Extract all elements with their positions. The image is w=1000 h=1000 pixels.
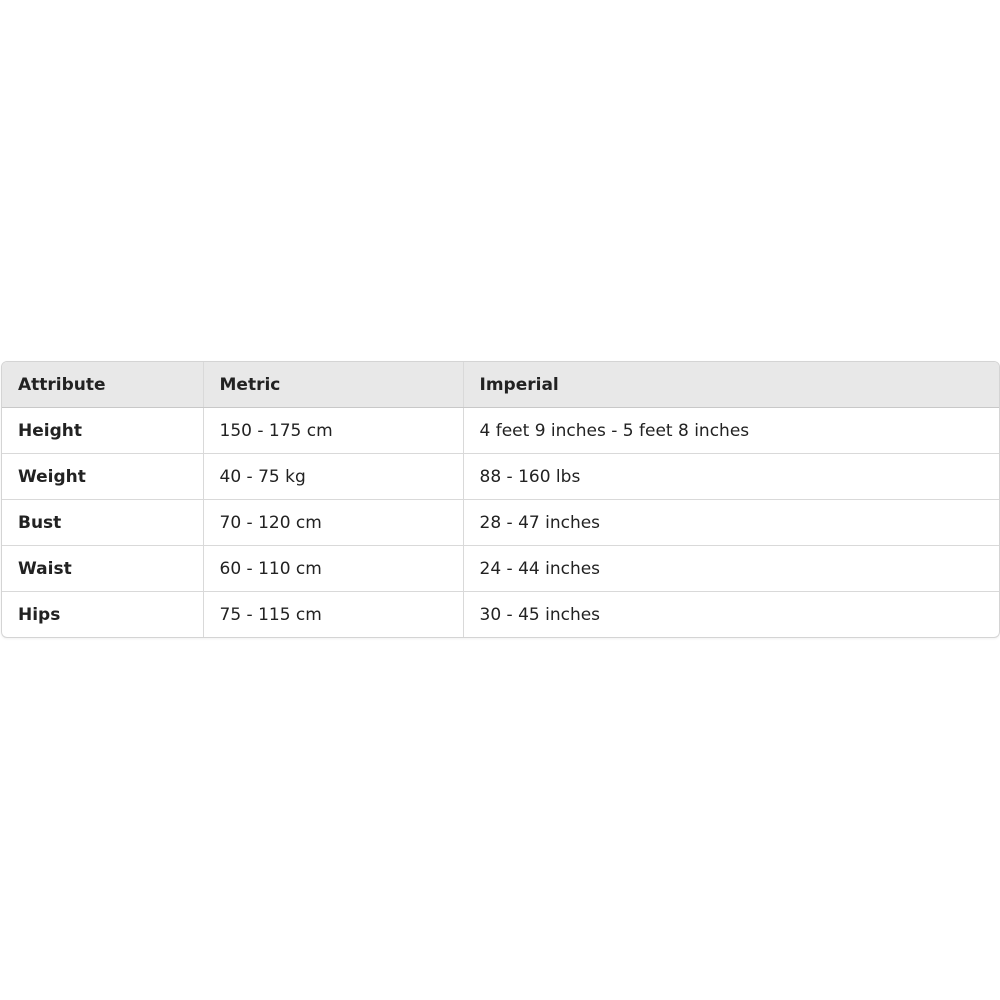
cell-metric: 70 - 120 cm bbox=[203, 499, 464, 546]
header-metric: Metric bbox=[203, 362, 464, 408]
cell-imperial: 4 feet 9 inches - 5 feet 8 inches bbox=[463, 407, 999, 454]
cell-attribute: Bust bbox=[2, 499, 204, 546]
cell-attribute: Hips bbox=[2, 591, 204, 637]
table-row: Hips 75 - 115 cm 30 - 45 inches bbox=[2, 591, 999, 637]
header-attribute: Attribute bbox=[2, 362, 204, 408]
cell-attribute: Waist bbox=[2, 545, 204, 592]
table-row: Weight 40 - 75 kg 88 - 160 lbs bbox=[2, 453, 999, 500]
cell-attribute: Height bbox=[2, 407, 204, 454]
cell-metric: 75 - 115 cm bbox=[203, 591, 464, 637]
table-header-row: Attribute Metric Imperial bbox=[2, 362, 999, 408]
cell-imperial: 88 - 160 lbs bbox=[463, 453, 999, 500]
cell-metric: 60 - 110 cm bbox=[203, 545, 464, 592]
measurements-table: Attribute Metric Imperial Height 150 - 1… bbox=[2, 362, 999, 637]
cell-imperial: 30 - 45 inches bbox=[479, 604, 601, 625]
cell-attribute: Weight bbox=[2, 453, 204, 500]
cell-imperial: 28 - 47 inches bbox=[463, 499, 999, 546]
cell-metric: 40 - 75 kg bbox=[203, 453, 464, 500]
measurements-table-container: Attribute Metric Imperial Height 150 - 1… bbox=[1, 361, 1000, 638]
header-imperial: Imperial bbox=[463, 362, 999, 408]
table-row: Waist 60 - 110 cm 24 - 44 inches bbox=[2, 545, 999, 592]
cell-metric: 150 - 175 cm bbox=[203, 407, 464, 454]
cell-imperial: 24 - 44 inches bbox=[463, 545, 999, 592]
table-row: Bust 70 - 120 cm 28 - 47 inches bbox=[2, 499, 999, 546]
table-row: Height 150 - 175 cm 4 feet 9 inches - 5 … bbox=[2, 407, 999, 454]
